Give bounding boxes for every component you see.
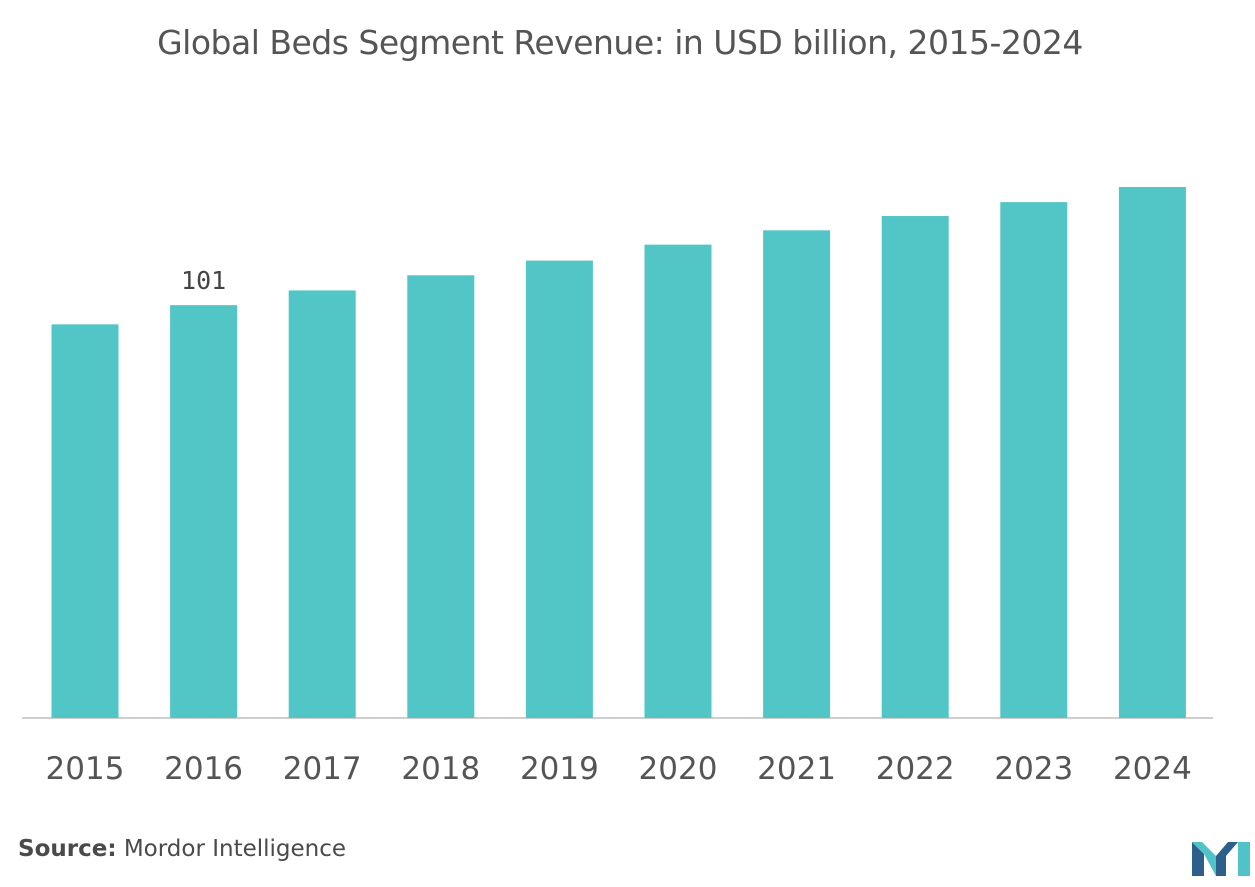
bar-2018 xyxy=(407,275,475,718)
data-labels: 101 xyxy=(181,266,226,295)
x-tick-label-2024: 2024 xyxy=(1113,751,1192,787)
source-label: Source: xyxy=(18,836,117,862)
bar-2020 xyxy=(644,244,712,718)
data-label-2016: 101 xyxy=(181,266,226,295)
bars-group xyxy=(51,187,1186,719)
x-tick-label-2019: 2019 xyxy=(520,751,599,787)
x-tick-label-2017: 2017 xyxy=(283,751,362,787)
source-note: Source: Mordor Intelligence xyxy=(18,836,346,862)
bar-2021 xyxy=(763,230,831,718)
mordor-intelligence-logo-icon xyxy=(1192,842,1250,876)
x-tick-labels: 2015 2016 2017 2018 2019 2020 2021 2022 2023 2024 xyxy=(46,751,1192,787)
x-tick-label-2021: 2021 xyxy=(757,751,836,787)
x-tick-label-2023: 2023 xyxy=(994,751,1073,787)
x-tick-label-2015: 2015 xyxy=(46,751,125,787)
bar-2017 xyxy=(288,290,356,718)
x-tick-label-2018: 2018 xyxy=(401,751,480,787)
bar-2022 xyxy=(881,216,949,718)
chart-title: Global Beds Segment Revenue: in USD bill… xyxy=(157,23,1083,62)
source-text: Mordor Intelligence xyxy=(123,836,347,862)
bar-2015 xyxy=(51,324,119,718)
bar-2019 xyxy=(525,260,593,718)
x-tick-label-2022: 2022 xyxy=(876,751,955,787)
bar-2024 xyxy=(1118,187,1186,718)
bar-2016 xyxy=(170,305,238,718)
x-tick-label-2016: 2016 xyxy=(164,751,243,787)
x-tick-label-2020: 2020 xyxy=(639,751,718,787)
bar-2023 xyxy=(1000,202,1068,719)
